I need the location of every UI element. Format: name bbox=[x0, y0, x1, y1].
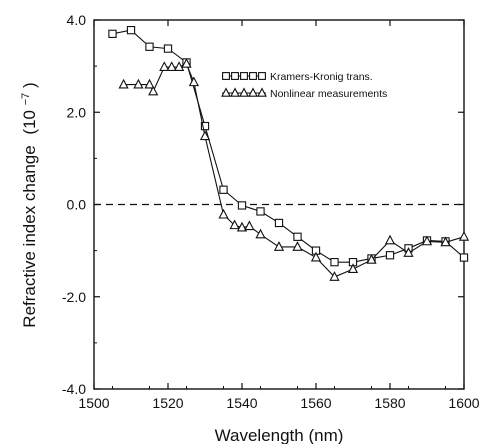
data-point-triangle bbox=[421, 235, 433, 246]
x-tick-label: 1600 bbox=[448, 395, 479, 411]
y-tick-label: -4.0 bbox=[62, 381, 86, 397]
data-point-square bbox=[385, 251, 395, 260]
x-tick-label: 1520 bbox=[152, 395, 183, 411]
data-point-triangle bbox=[229, 219, 240, 230]
data-point-square bbox=[237, 201, 247, 210]
data-point-triangle bbox=[166, 61, 177, 71]
data-point-triangle bbox=[244, 220, 255, 231]
data-point-triangle bbox=[199, 130, 211, 141]
data-point-triangle bbox=[366, 254, 377, 264]
data-point-triangle bbox=[118, 78, 129, 89]
y-tick-label: 4.0 bbox=[67, 12, 87, 28]
legend-marker-square bbox=[258, 72, 266, 80]
ticks-group: 1500 1520 1540 1560 1580 1600 -4.0 -2.0 0.0 2.0 4.… bbox=[62, 12, 480, 411]
data-point-square bbox=[293, 232, 302, 241]
y-axis-title-close: ) bbox=[20, 82, 39, 88]
legend-label-1: Nonlinear measurements bbox=[270, 88, 387, 100]
legend-marker-square bbox=[249, 72, 257, 80]
data-point-triangle bbox=[292, 241, 303, 251]
series-0 bbox=[108, 25, 469, 267]
y-tick-label: -2.0 bbox=[62, 289, 86, 305]
data-point-triangle bbox=[159, 61, 170, 71]
legend-label-0: Kramers-Kronig trans. bbox=[270, 71, 373, 83]
data-point-triangle bbox=[181, 58, 192, 68]
y-tick-label: 2.0 bbox=[67, 104, 87, 120]
x-axis-title: Wavelength (nm) bbox=[215, 426, 344, 444]
data-point-triangle bbox=[310, 251, 322, 262]
data-point-square bbox=[219, 185, 228, 194]
data-point-square bbox=[274, 218, 284, 228]
legend-marker-square bbox=[222, 72, 230, 80]
svg-text:Refractive index change: Refractive index change (10 −7 ) bbox=[14, 82, 39, 327]
legend-marker-triangle bbox=[230, 87, 240, 97]
legend-marker-triangle bbox=[248, 87, 258, 97]
data-point-square bbox=[163, 44, 173, 53]
y-axis-title-unit: (10 bbox=[20, 110, 39, 135]
data-point-triangle bbox=[255, 228, 266, 239]
y-axis-title-exp: −7 bbox=[20, 93, 32, 106]
data-point-square bbox=[330, 258, 339, 267]
y-axis-title: Refractive index change (10 −7 ) bbox=[14, 82, 39, 327]
data-point-triangle bbox=[144, 78, 155, 89]
x-tick-label: 1560 bbox=[300, 395, 331, 411]
data-point-square bbox=[459, 253, 469, 262]
data-point-square bbox=[108, 29, 117, 38]
data-point-triangle bbox=[440, 236, 451, 247]
legend-marker-triangle bbox=[239, 87, 249, 97]
data-point-square bbox=[126, 25, 136, 35]
data-point-square bbox=[145, 42, 154, 51]
data-point-triangle bbox=[188, 76, 200, 87]
legend: Kramers-Kronig trans. Nonlinear measurem… bbox=[221, 71, 387, 100]
data-point-triangle bbox=[458, 230, 470, 241]
x-tick-label: 1500 bbox=[78, 395, 109, 411]
data-point-triangle bbox=[403, 247, 414, 257]
data-point-triangle bbox=[347, 263, 359, 273]
data-point-triangle bbox=[173, 61, 185, 71]
y-axis-title-main: Refractive index change bbox=[20, 145, 39, 327]
data-point-square bbox=[200, 121, 210, 131]
data-point-square bbox=[256, 207, 265, 216]
x-tick-label: 1580 bbox=[374, 395, 405, 411]
data-point-triangle bbox=[148, 85, 159, 96]
data-point-triangle bbox=[133, 78, 144, 89]
legend-marker-square bbox=[240, 72, 248, 80]
legend-marker-triangle bbox=[257, 87, 267, 97]
y-tick-label: 0.0 bbox=[67, 197, 87, 213]
series-1 bbox=[118, 58, 470, 281]
data-point-triangle bbox=[329, 271, 340, 281]
data-point-triangle bbox=[273, 241, 285, 251]
legend-marker-square bbox=[231, 72, 239, 80]
data-point-triangle bbox=[218, 208, 229, 219]
data-point-triangle bbox=[236, 221, 248, 232]
legend-marker-triangle bbox=[221, 87, 231, 97]
series-group bbox=[108, 25, 470, 281]
data-point-triangle bbox=[384, 234, 396, 245]
x-tick-label: 1540 bbox=[226, 395, 257, 411]
